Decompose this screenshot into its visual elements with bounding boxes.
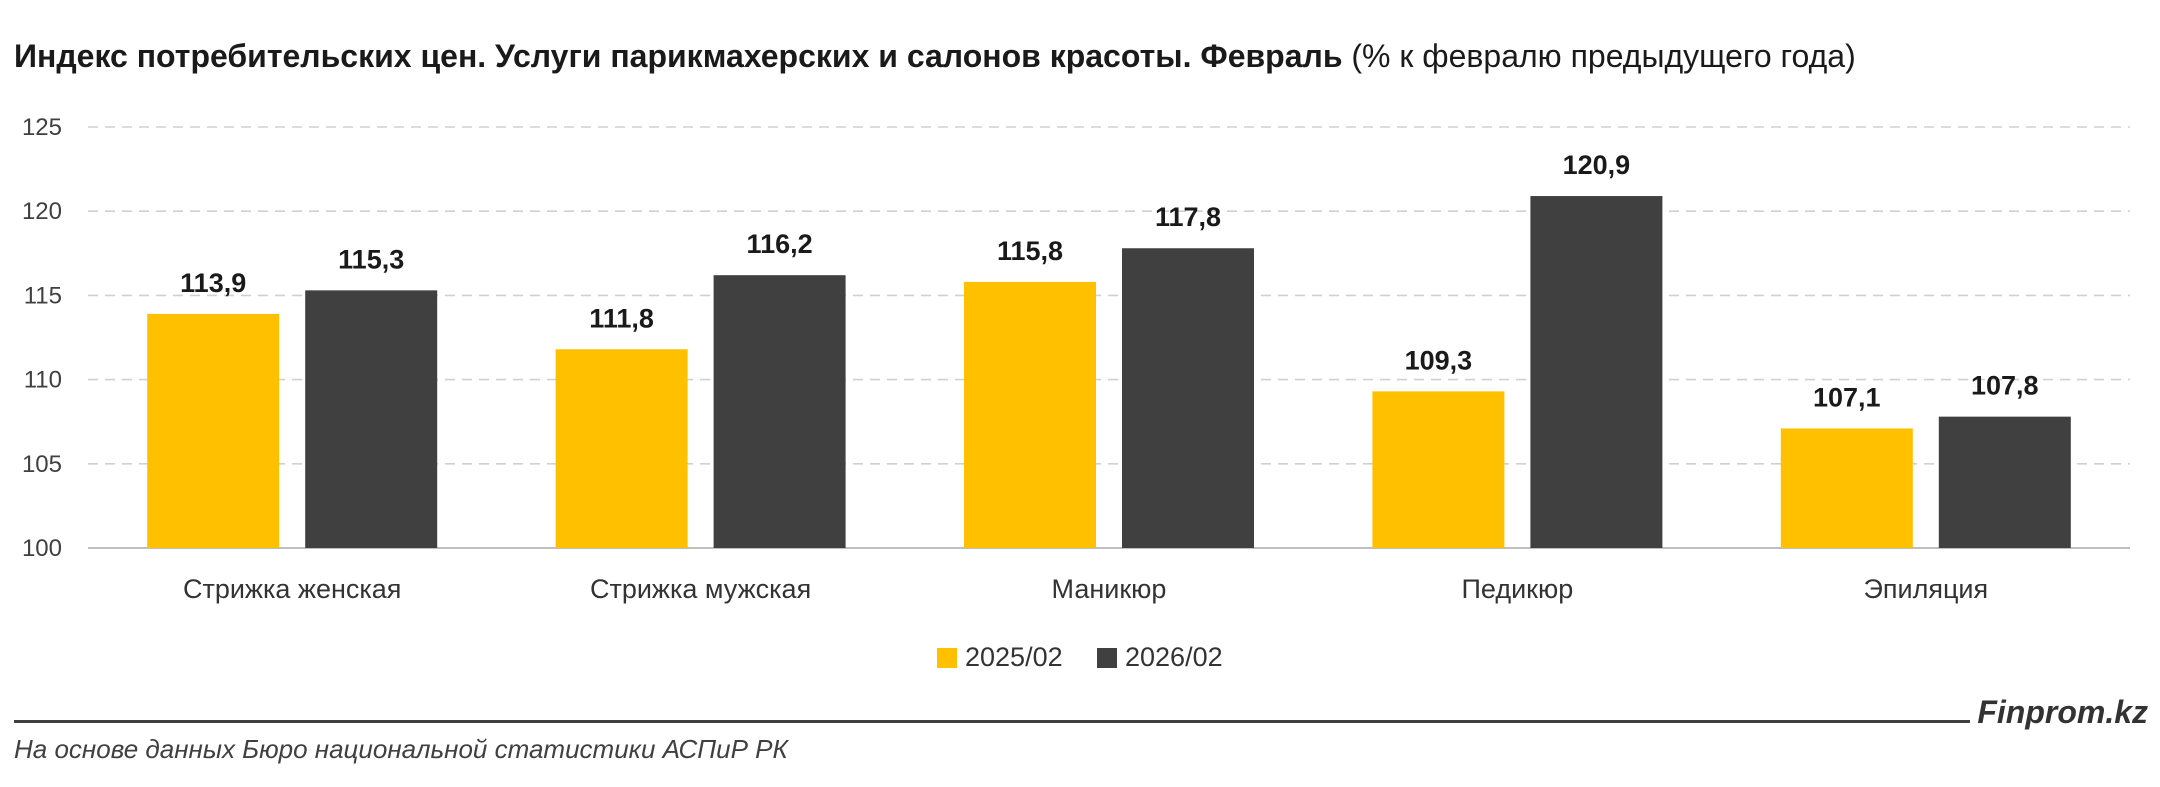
data-label: 111,8 bbox=[589, 303, 654, 333]
y-tick-label: 105 bbox=[22, 451, 62, 478]
chart-title-subtitle: (% к февралю предыдущего года) bbox=[1351, 38, 1856, 74]
bar-series-2-2 bbox=[713, 275, 846, 548]
data-label: 109,3 bbox=[1405, 345, 1473, 375]
data-label: 113,9 bbox=[180, 268, 246, 298]
chart-title-main: Индекс потребительских цен. Услуги парик… bbox=[14, 38, 1343, 74]
legend-label-2: 2026/02 bbox=[1125, 642, 1223, 672]
y-tick-label: 125 bbox=[22, 114, 62, 141]
bar-series-1-5 bbox=[1780, 428, 1913, 548]
x-tick-label: Маникюр bbox=[1052, 574, 1167, 604]
x-tick-label: Стрижка мужская bbox=[590, 574, 811, 604]
bar-series-2-4 bbox=[1530, 196, 1663, 548]
y-tick-label: 115 bbox=[24, 282, 62, 309]
chart-title: Индекс потребительских цен. Услуги парик… bbox=[14, 36, 1856, 76]
data-label: 115,3 bbox=[338, 244, 404, 274]
data-label: 107,8 bbox=[1971, 371, 2039, 401]
legend-swatch-2 bbox=[1097, 648, 1117, 668]
bar-series-1-4 bbox=[1372, 391, 1505, 548]
legend-label-1: 2025/02 bbox=[965, 642, 1063, 672]
x-axis-ticks: Стрижка женская Стрижка мужская Маникюр Пед… bbox=[183, 574, 1988, 604]
source-note: На основе данных Бюро национальной стати… bbox=[14, 734, 788, 764]
x-tick-label: Педикюр bbox=[1462, 574, 1574, 604]
x-tick-label: Эпиляция bbox=[1863, 574, 1988, 604]
bar-series-1-1 bbox=[147, 313, 280, 548]
bar-series-1-2 bbox=[555, 349, 688, 548]
bar-series-2-3 bbox=[1122, 248, 1254, 549]
legend-swatch-1 bbox=[937, 648, 957, 668]
data-label: 120,9 bbox=[1563, 150, 1631, 180]
bar-series-2-1 bbox=[305, 290, 438, 548]
y-axis-ticks: 100 105 110 115 120 125 bbox=[22, 114, 62, 562]
data-labels: 113,9 115,3 111,8 116,2 115,8 117,8 109,3 120,9… bbox=[180, 150, 2038, 412]
data-label: 117,8 bbox=[1155, 202, 1221, 232]
brand-logo-text[interactable]: Finprom.kz bbox=[1977, 694, 2148, 730]
bar-series-2-5 bbox=[1938, 416, 2071, 548]
data-label: 115,8 bbox=[997, 236, 1063, 266]
footer-divider bbox=[14, 720, 1970, 723]
x-tick-label: Стрижка женская bbox=[183, 574, 401, 604]
y-tick-label: 110 bbox=[24, 367, 62, 394]
bar-series-1-3 bbox=[964, 281, 1096, 548]
data-label: 116,2 bbox=[747, 229, 813, 259]
legend: 2025/02 2026/02 bbox=[937, 642, 1223, 672]
y-tick-label: 120 bbox=[22, 198, 62, 225]
y-tick-label: 100 bbox=[22, 535, 62, 562]
bars bbox=[147, 196, 2071, 549]
data-label: 107,1 bbox=[1813, 382, 1881, 412]
